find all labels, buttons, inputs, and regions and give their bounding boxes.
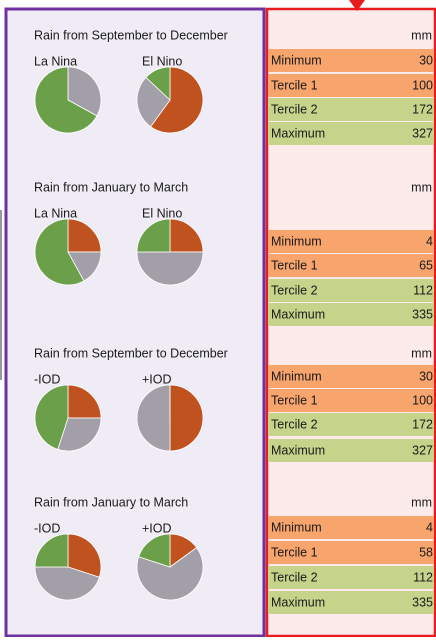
- row-value: 172: [412, 102, 433, 116]
- table-row: [268, 413, 434, 436]
- row-value: 327: [412, 126, 433, 140]
- pie-title: La Nina: [34, 206, 77, 220]
- table-row: [268, 279, 434, 302]
- table-row: [268, 541, 434, 564]
- table-row: [268, 122, 434, 145]
- pie-title: El Nino: [142, 54, 182, 68]
- row-label: Tercile 1: [271, 258, 318, 272]
- row-label: Tercile 1: [271, 545, 318, 559]
- table-row: [268, 303, 434, 326]
- unit-label: mm: [411, 346, 432, 360]
- table-row: [268, 230, 434, 253]
- pie-title: -IOD: [34, 521, 60, 535]
- table-row: [268, 254, 434, 277]
- row-label: Minimum: [271, 234, 322, 248]
- pie-slice: [34, 218, 85, 286]
- row-value: 172: [412, 417, 433, 431]
- pie-slice: [136, 76, 171, 128]
- row-value: 327: [412, 443, 433, 457]
- pie-slice: [34, 66, 98, 134]
- unit-label: mm: [411, 180, 432, 194]
- row-label: Maximum: [271, 126, 325, 140]
- row-label: Tercile 2: [271, 570, 318, 584]
- row-value: 30: [419, 53, 433, 67]
- section-title: Rain from September to December: [34, 346, 228, 360]
- pie-slice: [67, 66, 102, 117]
- pie-slice: [169, 384, 204, 452]
- pie-slice: [136, 384, 171, 452]
- row-label: Maximum: [271, 307, 325, 321]
- row-value: 112: [413, 283, 433, 297]
- section-title: Rain from January to March: [34, 495, 188, 509]
- table-row: [268, 516, 434, 539]
- pie-title: -IOD: [34, 372, 60, 386]
- row-value: 4: [426, 520, 433, 534]
- arrow: [349, 0, 365, 11]
- row-label: Maximum: [271, 443, 325, 457]
- pie-title: El Nino: [142, 206, 182, 220]
- pie-slice: [136, 251, 204, 286]
- table-row: [268, 98, 434, 121]
- row-value: 30: [419, 369, 433, 383]
- pie-slice: [34, 384, 69, 450]
- unit-label: mm: [411, 28, 432, 42]
- pie-slice: [136, 218, 171, 253]
- row-value: 100: [412, 78, 433, 92]
- row-label: Tercile 2: [271, 283, 318, 297]
- section-title: Rain from January to March: [34, 180, 188, 194]
- pie-slice: [34, 533, 69, 568]
- row-value: 65: [419, 258, 433, 272]
- row-label: Minimum: [271, 53, 322, 67]
- row-label: Tercile 1: [271, 393, 318, 407]
- pie-title: +IOD: [142, 372, 172, 386]
- pie-slice: [169, 218, 204, 253]
- row-value: 58: [419, 545, 433, 559]
- table-row: [268, 365, 434, 388]
- row-label: Tercile 2: [271, 417, 318, 431]
- pie-title: La Nina: [34, 54, 77, 68]
- row-label: Tercile 1: [271, 78, 318, 92]
- pie-slice: [150, 66, 204, 134]
- pie-title: +IOD: [142, 521, 172, 535]
- table-row: [268, 74, 434, 97]
- pie-slice: [67, 384, 102, 419]
- pie-slice: [67, 218, 102, 253]
- row-value: 335: [412, 595, 433, 609]
- row-label: Maximum: [271, 595, 325, 609]
- row-value: 100: [412, 393, 433, 407]
- row-value: 335: [412, 307, 433, 321]
- pie-slice: [34, 566, 100, 601]
- pie-slice: [67, 533, 102, 578]
- row-label: Minimum: [271, 369, 322, 383]
- unit-label: mm: [411, 495, 432, 509]
- row-value: 112: [413, 570, 433, 584]
- table-row: [268, 389, 434, 412]
- table-row: [268, 49, 434, 72]
- table-row: [268, 591, 434, 614]
- table-row: [268, 439, 434, 462]
- pie-slice: [145, 66, 171, 101]
- pie-slice: [57, 417, 102, 452]
- row-label: Minimum: [271, 520, 322, 534]
- section-title: Rain from September to December: [34, 28, 228, 42]
- pie-slice: [136, 547, 204, 601]
- row-label: Tercile 2: [271, 102, 318, 116]
- row-value: 4: [426, 234, 433, 248]
- pie-slice: [138, 533, 171, 568]
- table-row: [268, 566, 434, 589]
